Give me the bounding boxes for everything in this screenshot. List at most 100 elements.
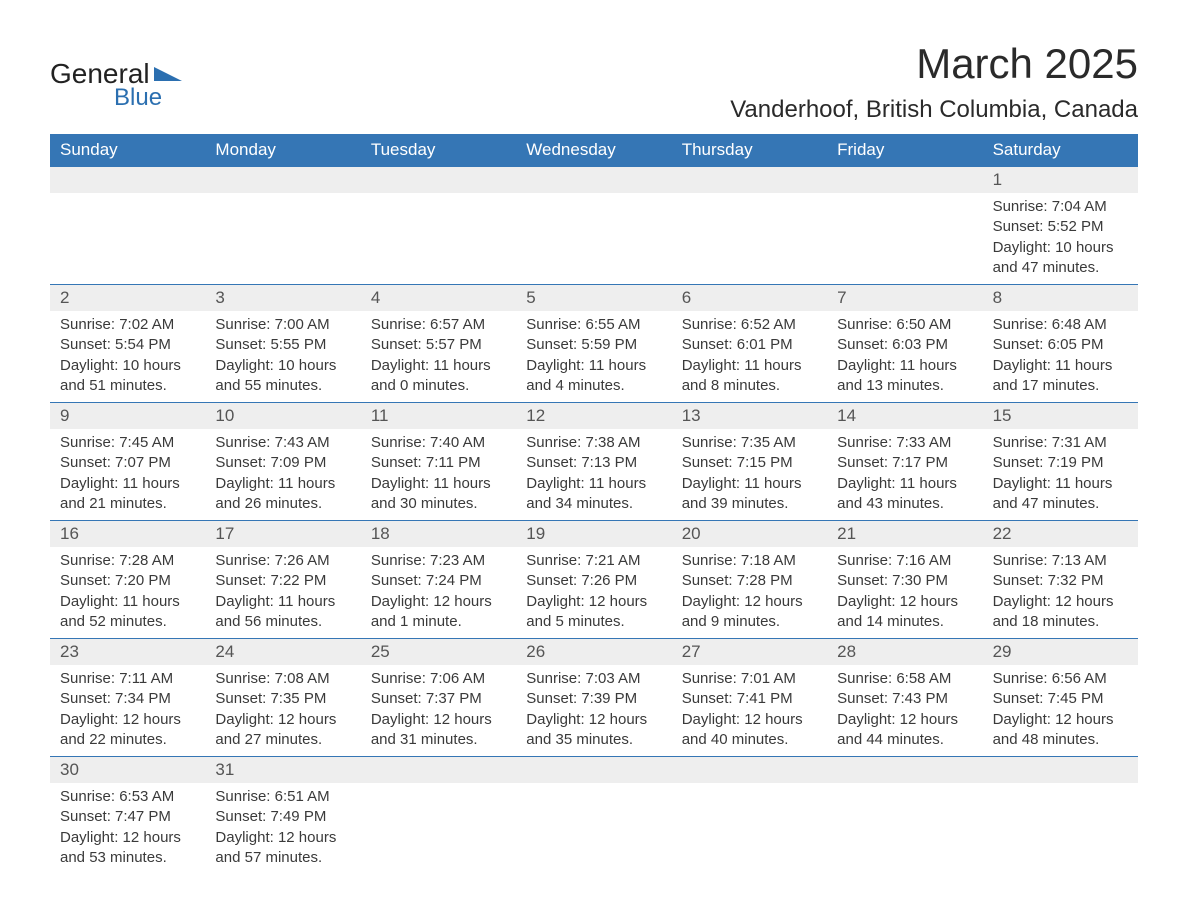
day-cell: Sunrise: 7:21 AMSunset: 7:26 PMDaylight:…	[516, 547, 671, 638]
daylight-text-2: and 30 minutes.	[371, 494, 506, 514]
day-number	[361, 757, 516, 783]
header: General Blue March 2025 Vanderhoof, Brit…	[50, 40, 1138, 124]
calendar: SundayMondayTuesdayWednesdayThursdayFrid…	[50, 134, 1138, 874]
day-number	[516, 167, 671, 193]
week-row: 9101112131415Sunrise: 7:45 AMSunset: 7:0…	[50, 402, 1138, 520]
day-number	[827, 167, 982, 193]
dow-cell: Monday	[205, 134, 360, 166]
sunrise-text: Sunrise: 7:45 AM	[60, 433, 195, 453]
sunrise-text: Sunrise: 7:00 AM	[215, 315, 350, 335]
daylight-text-1: Daylight: 12 hours	[837, 710, 972, 730]
daylight-text-2: and 56 minutes.	[215, 612, 350, 632]
day-cell: Sunrise: 6:51 AMSunset: 7:49 PMDaylight:…	[205, 783, 360, 874]
sunset-text: Sunset: 7:47 PM	[60, 807, 195, 827]
daylight-text-2: and 34 minutes.	[526, 494, 661, 514]
daylight-text-2: and 43 minutes.	[837, 494, 972, 514]
day-cell	[516, 783, 671, 874]
day-cell	[827, 193, 982, 284]
daylight-text-2: and 40 minutes.	[682, 730, 817, 750]
dow-cell: Thursday	[672, 134, 827, 166]
sunset-text: Sunset: 7:26 PM	[526, 571, 661, 591]
day-number: 6	[672, 285, 827, 311]
daylight-text-2: and 21 minutes.	[60, 494, 195, 514]
day-cell: Sunrise: 7:35 AMSunset: 7:15 PMDaylight:…	[672, 429, 827, 520]
sunrise-text: Sunrise: 6:50 AM	[837, 315, 972, 335]
day-cell: Sunrise: 7:23 AMSunset: 7:24 PMDaylight:…	[361, 547, 516, 638]
day-cell: Sunrise: 7:31 AMSunset: 7:19 PMDaylight:…	[983, 429, 1138, 520]
sunrise-text: Sunrise: 7:02 AM	[60, 315, 195, 335]
daylight-text-1: Daylight: 11 hours	[526, 356, 661, 376]
day-number: 15	[983, 403, 1138, 429]
sunset-text: Sunset: 7:24 PM	[371, 571, 506, 591]
day-cell: Sunrise: 7:26 AMSunset: 7:22 PMDaylight:…	[205, 547, 360, 638]
daylight-text-1: Daylight: 11 hours	[993, 356, 1128, 376]
sunrise-text: Sunrise: 7:35 AM	[682, 433, 817, 453]
daynum-band: 3031	[50, 757, 1138, 783]
dow-cell: Tuesday	[361, 134, 516, 166]
sunrise-text: Sunrise: 7:23 AM	[371, 551, 506, 571]
day-cell	[205, 193, 360, 284]
daylight-text-1: Daylight: 11 hours	[837, 356, 972, 376]
day-number: 8	[983, 285, 1138, 311]
day-cell	[983, 783, 1138, 874]
day-cell: Sunrise: 7:03 AMSunset: 7:39 PMDaylight:…	[516, 665, 671, 756]
day-number: 19	[516, 521, 671, 547]
sunset-text: Sunset: 5:55 PM	[215, 335, 350, 355]
month-title: March 2025	[730, 40, 1138, 88]
sunrise-text: Sunrise: 7:31 AM	[993, 433, 1128, 453]
day-number: 11	[361, 403, 516, 429]
daylight-text-2: and 53 minutes.	[60, 848, 195, 868]
sunset-text: Sunset: 7:30 PM	[837, 571, 972, 591]
daylight-text-2: and 18 minutes.	[993, 612, 1128, 632]
daylight-text-2: and 22 minutes.	[60, 730, 195, 750]
day-number: 22	[983, 521, 1138, 547]
sunset-text: Sunset: 7:11 PM	[371, 453, 506, 473]
day-cell: Sunrise: 6:48 AMSunset: 6:05 PMDaylight:…	[983, 311, 1138, 402]
sunrise-text: Sunrise: 7:06 AM	[371, 669, 506, 689]
day-number: 24	[205, 639, 360, 665]
sunrise-text: Sunrise: 7:13 AM	[993, 551, 1128, 571]
sunrise-text: Sunrise: 7:01 AM	[682, 669, 817, 689]
day-number: 20	[672, 521, 827, 547]
day-cell: Sunrise: 7:16 AMSunset: 7:30 PMDaylight:…	[827, 547, 982, 638]
location: Vanderhoof, British Columbia, Canada	[730, 96, 1138, 124]
daylight-text-1: Daylight: 11 hours	[526, 474, 661, 494]
daylight-text-1: Daylight: 12 hours	[837, 592, 972, 612]
day-cell: Sunrise: 6:50 AMSunset: 6:03 PMDaylight:…	[827, 311, 982, 402]
sunset-text: Sunset: 7:49 PM	[215, 807, 350, 827]
day-number	[983, 757, 1138, 783]
week-row: 2345678Sunrise: 7:02 AMSunset: 5:54 PMDa…	[50, 284, 1138, 402]
day-cell: Sunrise: 7:18 AMSunset: 7:28 PMDaylight:…	[672, 547, 827, 638]
day-number: 16	[50, 521, 205, 547]
day-cell: Sunrise: 7:33 AMSunset: 7:17 PMDaylight:…	[827, 429, 982, 520]
sunset-text: Sunset: 7:35 PM	[215, 689, 350, 709]
daylight-text-1: Daylight: 11 hours	[215, 474, 350, 494]
sunrise-text: Sunrise: 6:57 AM	[371, 315, 506, 335]
daynum-band: 16171819202122	[50, 521, 1138, 547]
day-cell: Sunrise: 6:58 AMSunset: 7:43 PMDaylight:…	[827, 665, 982, 756]
daylight-text-1: Daylight: 12 hours	[371, 592, 506, 612]
daylight-text-1: Daylight: 11 hours	[993, 474, 1128, 494]
daylight-text-2: and 27 minutes.	[215, 730, 350, 750]
daylight-text-2: and 14 minutes.	[837, 612, 972, 632]
day-cell: Sunrise: 6:53 AMSunset: 7:47 PMDaylight:…	[50, 783, 205, 874]
daylight-text-2: and 0 minutes.	[371, 376, 506, 396]
day-cell: Sunrise: 6:52 AMSunset: 6:01 PMDaylight:…	[672, 311, 827, 402]
sunrise-text: Sunrise: 7:28 AM	[60, 551, 195, 571]
day-cell: Sunrise: 7:04 AMSunset: 5:52 PMDaylight:…	[983, 193, 1138, 284]
sunset-text: Sunset: 7:43 PM	[837, 689, 972, 709]
sunset-text: Sunset: 7:41 PM	[682, 689, 817, 709]
day-cell	[672, 783, 827, 874]
sunrise-text: Sunrise: 7:26 AM	[215, 551, 350, 571]
day-number: 31	[205, 757, 360, 783]
sunset-text: Sunset: 5:57 PM	[371, 335, 506, 355]
week-row: 23242526272829Sunrise: 7:11 AMSunset: 7:…	[50, 638, 1138, 756]
day-number: 7	[827, 285, 982, 311]
sunset-text: Sunset: 7:37 PM	[371, 689, 506, 709]
sunrise-text: Sunrise: 7:40 AM	[371, 433, 506, 453]
sunset-text: Sunset: 7:32 PM	[993, 571, 1128, 591]
day-cell	[827, 783, 982, 874]
daylight-text-2: and 17 minutes.	[993, 376, 1128, 396]
sunrise-text: Sunrise: 7:03 AM	[526, 669, 661, 689]
sunrise-text: Sunrise: 7:21 AM	[526, 551, 661, 571]
